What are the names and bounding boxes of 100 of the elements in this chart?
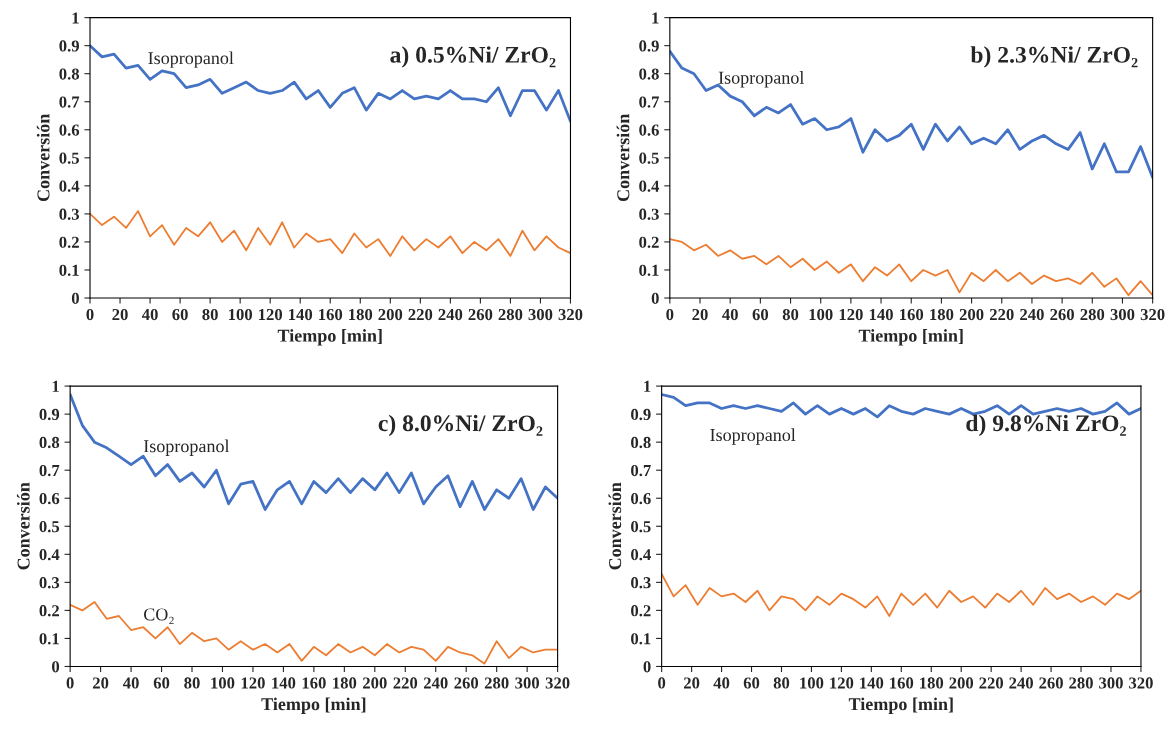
x-tick-label: 120 xyxy=(259,308,283,321)
x-tick-label: 320 xyxy=(1129,677,1153,689)
y-tick-label: 0.8 xyxy=(39,436,60,449)
x-tick-label: 160 xyxy=(890,677,914,689)
x-tick-label: 40 xyxy=(122,677,139,689)
x-tick-label: 260 xyxy=(454,677,479,689)
y-tick-label: 0.7 xyxy=(59,96,80,108)
x-tick-label: 220 xyxy=(408,308,433,321)
x-tick-label: 100 xyxy=(800,677,824,689)
x-tick-label: 260 xyxy=(1050,308,1074,321)
x-tick-label: 280 xyxy=(484,677,509,689)
x-tick-label: 20 xyxy=(692,308,708,321)
x-tick-label: 320 xyxy=(1140,308,1165,321)
y-tick-label: 0.1 xyxy=(59,264,79,276)
y-tick-label: 0.8 xyxy=(639,68,659,80)
y-tick-label: 0.1 xyxy=(631,633,651,645)
x-tick-label: 140 xyxy=(869,308,893,321)
x-tick-label: 180 xyxy=(920,677,944,689)
annotation: Isopropanol xyxy=(710,428,796,445)
y-tick-label: 0.2 xyxy=(39,605,60,617)
x-tick-label: 140 xyxy=(272,677,296,689)
x-tick-label: 120 xyxy=(241,677,265,689)
y-tick-label: 0.7 xyxy=(639,96,660,108)
x-tick-label: 180 xyxy=(333,677,357,689)
line-series xyxy=(661,573,1141,617)
y-tick-label: 0 xyxy=(71,292,79,304)
y-tick-label: 0.3 xyxy=(39,577,60,589)
x-tick-label: 260 xyxy=(1039,677,1063,689)
text: d) 9.8%Ni ZrO₂ xyxy=(966,414,1126,437)
y-tick-label: 0.6 xyxy=(631,492,651,505)
x-tick-label: 160 xyxy=(319,308,343,321)
y-tick-label: 0.5 xyxy=(39,520,60,533)
x-tick-label: 100 xyxy=(809,308,833,321)
y-axis-title: Conversión xyxy=(36,113,50,202)
x-tick-label: 280 xyxy=(1080,308,1105,321)
x-tick-label: 300 xyxy=(515,677,540,689)
x-tick-label: 300 xyxy=(1110,308,1135,321)
y-tick-label: 0.3 xyxy=(59,208,80,220)
y-tick-label: 0.1 xyxy=(639,264,659,276)
annotation: Isopropanol xyxy=(718,71,804,88)
x-tick-label: 160 xyxy=(900,308,924,321)
x-tick-label: 0 xyxy=(86,308,94,321)
y-tick-label: 0.6 xyxy=(39,492,60,505)
x-tick-label: 200 xyxy=(363,677,387,689)
y-tick-label: 0.9 xyxy=(639,40,659,52)
x-tick-label: 280 xyxy=(1069,677,1093,689)
x-tick-label: 140 xyxy=(289,308,313,321)
x-tick-label: 220 xyxy=(979,677,1004,689)
y-tick-label: 0.4 xyxy=(631,549,651,561)
y-tick-label: 0.9 xyxy=(39,408,60,421)
x-tick-label: 180 xyxy=(930,308,954,321)
x-tick-label: 0 xyxy=(666,308,674,321)
y-tick-label: 0.9 xyxy=(59,40,79,52)
y-tick-label: 0 xyxy=(643,661,651,673)
x-tick-label: 120 xyxy=(830,677,854,689)
x-tick-label: 80 xyxy=(773,677,790,689)
y-tick-label: 0 xyxy=(52,661,60,673)
x-tick-label: 20 xyxy=(92,677,109,689)
x-tick-label: 40 xyxy=(722,308,738,321)
x-tick-label: 80 xyxy=(782,308,799,321)
x-axis-title: Tiempo [min] xyxy=(277,329,382,346)
y-tick-label: 0 xyxy=(651,292,659,304)
x-tick-label: 40 xyxy=(141,308,158,321)
y-tick-label: 0.5 xyxy=(639,152,659,164)
y-tick-label: 0.9 xyxy=(631,408,651,421)
x-tick-label: 100 xyxy=(228,308,253,321)
x-tick-label: 140 xyxy=(860,677,884,689)
y-tick-label: 1 xyxy=(652,12,659,24)
x-tick-label: 120 xyxy=(839,308,863,321)
x-tick-label: 240 xyxy=(423,677,448,689)
y-axis-title: Conversión xyxy=(608,482,622,570)
x-tick-label: 320 xyxy=(558,308,583,321)
line-series xyxy=(70,393,558,511)
x-axis-title: Tiempo [min] xyxy=(261,697,366,714)
x-tick-label: 220 xyxy=(989,308,1014,321)
x-tick-label: 320 xyxy=(545,677,570,689)
line-series xyxy=(90,210,571,257)
y-tick-label: 0.3 xyxy=(631,577,651,589)
x-tick-label: 240 xyxy=(1020,308,1044,321)
annotation: Isopropanol xyxy=(148,51,234,68)
x-tick-label: 240 xyxy=(438,308,463,321)
x-axis-title: Tiempo [min] xyxy=(848,697,953,714)
x-tick-label: 200 xyxy=(949,677,974,689)
x-tick-label: 280 xyxy=(498,308,523,321)
x-tick-label: 40 xyxy=(713,677,730,689)
line-series xyxy=(90,44,571,123)
x-tick-label: 200 xyxy=(378,308,403,321)
y-tick-label: 0.8 xyxy=(631,436,651,449)
y-tick-label: 0.7 xyxy=(631,464,651,477)
y-tick-label: 1 xyxy=(52,380,59,392)
y-tick-label: 0.2 xyxy=(59,236,79,248)
x-tick-label: 200 xyxy=(959,308,984,321)
x-tick-label: 100 xyxy=(211,677,235,689)
text: c) 8.0%Ni/ ZrO₂ xyxy=(378,414,543,437)
text: b) 2.3%Ni/ ZrO₂ xyxy=(970,46,1138,68)
y-tick-label: 0.7 xyxy=(39,464,60,477)
x-tick-label: 20 xyxy=(112,308,128,321)
y-axis-title: Conversión xyxy=(616,113,630,202)
x-tick-label: 300 xyxy=(528,308,553,321)
y-tick-label: 0.4 xyxy=(59,180,80,192)
